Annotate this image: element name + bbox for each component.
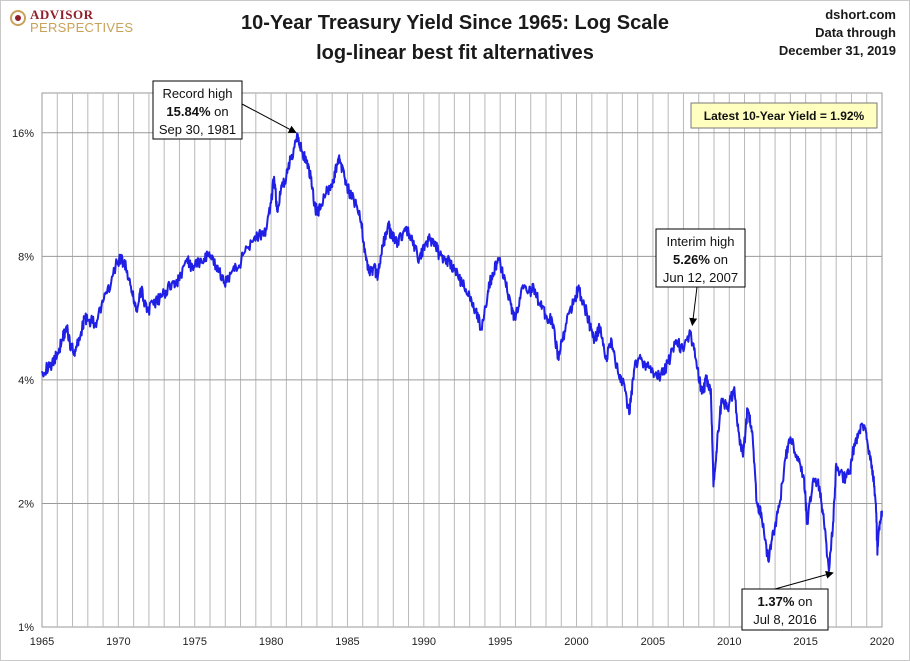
x-tick-label: 1980 xyxy=(259,636,283,648)
x-tick-label: 2000 xyxy=(564,636,588,648)
x-tick-label: 1990 xyxy=(412,636,436,648)
x-tick-label: 2010 xyxy=(717,636,741,648)
y-tick-label: 16% xyxy=(12,128,34,140)
x-tick-label: 1975 xyxy=(182,636,206,648)
latest-yield-label: Latest 10-Year Yield = 1.92% xyxy=(690,102,878,129)
source-site: dshort.com xyxy=(825,7,896,22)
annotation-text: Record high xyxy=(162,86,232,101)
yield-series-line xyxy=(41,132,883,572)
x-tick-label: 2015 xyxy=(793,636,817,648)
chart-subtitle: log-linear best fit alternatives xyxy=(316,42,594,64)
y-tick-label: 2% xyxy=(18,498,34,510)
annotation-arrow xyxy=(241,103,297,134)
annotation-text: 1.37% on xyxy=(758,594,813,609)
annotation-record: Record high 15.84% on Sep 30, 1981 xyxy=(152,80,297,140)
y-tick-label: 4% xyxy=(18,375,34,387)
x-tick-label: 1995 xyxy=(488,636,512,648)
annotation-text: Jun 12, 2007 xyxy=(663,270,738,285)
y-tick-label: 1% xyxy=(18,622,34,634)
logo-line-2: PERSPECTIVES xyxy=(30,20,134,35)
annotation-low: 1.37% on Jul 8, 2016 xyxy=(741,570,834,631)
annotation-arrow xyxy=(774,570,834,590)
latest-yield-text: Latest 10-Year Yield = 1.92% xyxy=(704,109,865,123)
annotation-arrow xyxy=(689,286,698,327)
x-tick-label: 2020 xyxy=(870,636,894,648)
logo-emblem-icon xyxy=(10,10,26,26)
plot-area xyxy=(41,92,883,628)
source-info: dshort.com Data through December 31, 201… xyxy=(779,6,896,60)
logo-line-1: ADVISOR xyxy=(30,7,94,22)
x-tick-label: 2005 xyxy=(641,636,665,648)
annotation-box xyxy=(741,588,829,631)
y-tick-label: 8% xyxy=(18,251,34,263)
annotation-text: 5.26% on xyxy=(673,252,728,267)
annotation-text: Jul 8, 2016 xyxy=(753,612,817,627)
annotation-interim: Interim high 5.26% on Jun 12, 2007 xyxy=(655,228,746,327)
annotation-text: Sep 30, 1981 xyxy=(159,122,236,137)
x-tick-label: 1970 xyxy=(106,636,130,648)
advisor-perspectives-logo: ADVISOR PERSPECTIVES xyxy=(10,8,133,34)
annotation-box xyxy=(152,80,243,140)
chart-title: 10-Year Treasury Yield Since 1965: Log S… xyxy=(240,12,670,34)
annotation-text: Interim high xyxy=(667,234,735,249)
x-tick-label: 1985 xyxy=(335,636,359,648)
annotation-text: 15.84% on xyxy=(166,104,228,119)
annotation-box xyxy=(655,228,746,288)
latest-yield-box xyxy=(690,102,878,129)
x-tick-label: 1965 xyxy=(30,636,54,648)
source-data-through: Data through xyxy=(815,25,896,40)
source-date: December 31, 2019 xyxy=(778,43,896,58)
